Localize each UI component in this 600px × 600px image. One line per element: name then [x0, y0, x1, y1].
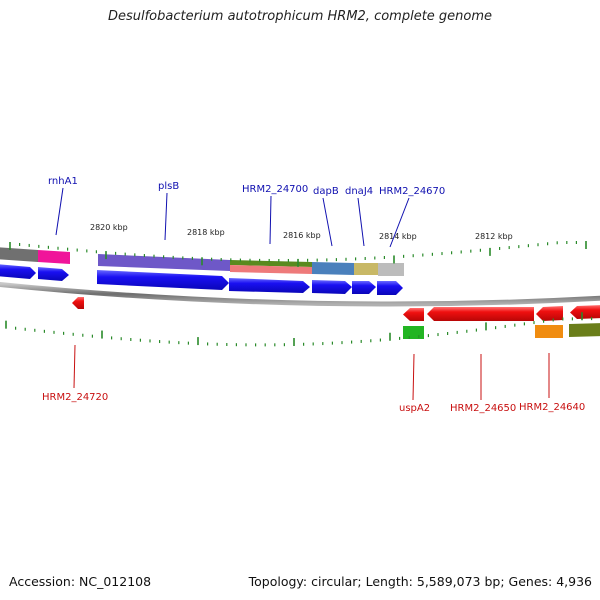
scale-label: 2820 kbp	[90, 223, 128, 232]
leader-line	[269, 195, 272, 245]
gene-label-HRM2_24720[interactable]: HRM2_24720	[42, 392, 108, 403]
forward-gene-arrow[interactable]	[0, 264, 36, 279]
genome-title: Desulfobacterium autotrophicum HRM2, com…	[107, 9, 493, 24]
scale-label: 2814 kbp	[379, 232, 417, 241]
cog-segment-orange	[535, 325, 563, 338]
gene-label-rnhA1[interactable]: rnhA1	[48, 176, 78, 187]
gene-label-HRM2_24650[interactable]: HRM2_24650	[450, 403, 516, 414]
reverse-cog-band	[403, 323, 600, 339]
gene-label-HRM2_24670[interactable]: HRM2_24670	[379, 186, 445, 197]
forward-genes	[0, 264, 403, 295]
scale-ticks-top	[9, 241, 587, 267]
scale-label: 2816 kbp	[283, 231, 321, 240]
leader-line	[164, 192, 168, 241]
reverse-gene-arrow[interactable]	[72, 297, 84, 309]
gene-label-HRM2_24700[interactable]: HRM2_24700	[242, 184, 308, 195]
cog-segment-magenta	[38, 250, 70, 264]
cog-segment-steel-blue	[312, 262, 354, 275]
cog-segment-purple	[98, 254, 230, 271]
forward-gene-arrow[interactable]	[377, 281, 403, 295]
forward-gene-arrow[interactable]	[229, 278, 310, 293]
cog-segment-salmon	[230, 265, 312, 274]
reverse-gene-arrow[interactable]	[536, 306, 563, 321]
gene-label-dapB[interactable]: dapB	[313, 186, 339, 197]
reverse-gene-arrow[interactable]	[403, 308, 424, 321]
accession-text: Accession: NC_012108	[9, 574, 152, 589]
genome-backbone	[0, 281, 600, 307]
leader-line	[55, 187, 64, 236]
leader-line	[357, 197, 365, 247]
cog-segment-khaki	[354, 263, 378, 275]
reverse-gene-labels: HRM2_24720 uspA2 HRM2_24650 HRM2_24640	[42, 344, 585, 414]
scale-labels: 2820 kbp 2818 kbp 2816 kbp 2814 kbp 2812…	[90, 223, 513, 241]
cog-segment-gray	[0, 247, 38, 262]
reverse-genes	[72, 297, 600, 321]
cog-segment-olive-green	[569, 323, 600, 337]
leader-line	[73, 344, 76, 389]
reverse-gene-arrow[interactable]	[427, 307, 534, 321]
gene-label-plsB[interactable]: plsB	[158, 181, 179, 192]
leader-line	[322, 197, 333, 247]
cog-segment-green	[403, 326, 424, 339]
cog-segment-light-gray	[378, 263, 404, 276]
forward-gene-arrow[interactable]	[38, 267, 69, 281]
cog-segment-olive-green	[230, 260, 312, 267]
forward-gene-arrow[interactable]	[312, 280, 352, 294]
reverse-gene-arrow[interactable]	[570, 305, 600, 319]
gene-label-HRM2_24640[interactable]: HRM2_24640	[519, 402, 585, 413]
gene-label-uspA2[interactable]: uspA2	[399, 403, 430, 414]
forward-gene-labels: rnhA1 plsB HRM2_24700 dapB dnaJ4 HRM2_24…	[48, 176, 445, 248]
forward-gene-arrow[interactable]	[97, 270, 229, 290]
scale-ticks-bottom	[5, 312, 593, 347]
scale-label: 2818 kbp	[187, 228, 225, 237]
leader-line	[412, 353, 415, 401]
forward-gene-arrow[interactable]	[352, 281, 376, 294]
gene-label-dnaJ4[interactable]: dnaJ4	[345, 186, 373, 197]
forward-cog-band	[0, 247, 404, 276]
genome-stats-text: Topology: circular; Length: 5,589,073 bp…	[248, 574, 592, 589]
scale-label: 2812 kbp	[475, 232, 513, 241]
leader-line	[389, 197, 410, 248]
